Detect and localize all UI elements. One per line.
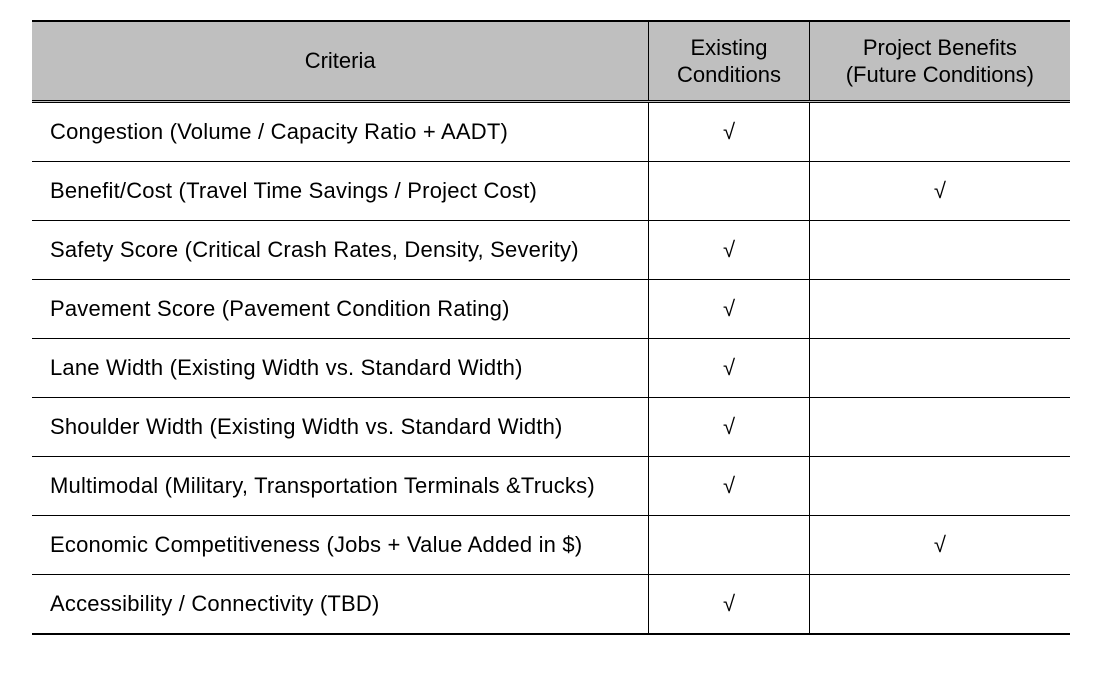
benefits-cell (809, 280, 1070, 339)
table-row: Congestion (Volume / Capacity Ratio + AA… (32, 102, 1070, 162)
criteria-cell: Safety Score (Critical Crash Rates, Dens… (32, 221, 649, 280)
check-icon: √ (723, 355, 735, 381)
existing-cell: √ (649, 221, 809, 280)
existing-cell: √ (649, 339, 809, 398)
check-icon: √ (934, 532, 946, 558)
table-row: Multimodal (Military, Transportation Ter… (32, 457, 1070, 516)
col-header-benefits: Project Benefits(Future Conditions) (809, 21, 1070, 102)
table-row: Safety Score (Critical Crash Rates, Dens… (32, 221, 1070, 280)
criteria-cell: Accessibility / Connectivity (TBD) (32, 575, 649, 635)
existing-cell: √ (649, 575, 809, 635)
existing-cell: √ (649, 457, 809, 516)
check-icon: √ (723, 591, 735, 617)
table-row: Accessibility / Connectivity (TBD) √ (32, 575, 1070, 635)
check-icon: √ (723, 119, 735, 145)
criteria-cell: Shoulder Width (Existing Width vs. Stand… (32, 398, 649, 457)
check-icon: √ (723, 296, 735, 322)
existing-cell: √ (649, 280, 809, 339)
benefits-cell: √ (809, 162, 1070, 221)
benefits-cell (809, 221, 1070, 280)
table-row: Economic Competitiveness (Jobs + Value A… (32, 516, 1070, 575)
col-header-existing: ExistingConditions (649, 21, 809, 102)
criteria-cell: Economic Competitiveness (Jobs + Value A… (32, 516, 649, 575)
benefits-cell (809, 457, 1070, 516)
criteria-cell: Pavement Score (Pavement Condition Ratin… (32, 280, 649, 339)
benefits-cell (809, 575, 1070, 635)
table-row: Lane Width (Existing Width vs. Standard … (32, 339, 1070, 398)
check-icon: √ (723, 414, 735, 440)
table-row: Shoulder Width (Existing Width vs. Stand… (32, 398, 1070, 457)
benefits-cell (809, 102, 1070, 162)
criteria-cell: Congestion (Volume / Capacity Ratio + AA… (32, 102, 649, 162)
check-icon: √ (723, 473, 735, 499)
benefits-cell (809, 398, 1070, 457)
table-header-row: Criteria ExistingConditions Project Bene… (32, 21, 1070, 102)
table-body: Congestion (Volume / Capacity Ratio + AA… (32, 102, 1070, 635)
criteria-cell: Benefit/Cost (Travel Time Savings / Proj… (32, 162, 649, 221)
check-icon: √ (723, 237, 735, 263)
benefits-cell: √ (809, 516, 1070, 575)
benefits-cell (809, 339, 1070, 398)
criteria-cell: Lane Width (Existing Width vs. Standard … (32, 339, 649, 398)
criteria-cell: Multimodal (Military, Transportation Ter… (32, 457, 649, 516)
criteria-table: Criteria ExistingConditions Project Bene… (32, 20, 1070, 635)
existing-cell (649, 516, 809, 575)
table-row: Pavement Score (Pavement Condition Ratin… (32, 280, 1070, 339)
col-header-criteria: Criteria (32, 21, 649, 102)
existing-cell (649, 162, 809, 221)
check-icon: √ (934, 178, 946, 204)
existing-cell: √ (649, 102, 809, 162)
existing-cell: √ (649, 398, 809, 457)
table-row: Benefit/Cost (Travel Time Savings / Proj… (32, 162, 1070, 221)
